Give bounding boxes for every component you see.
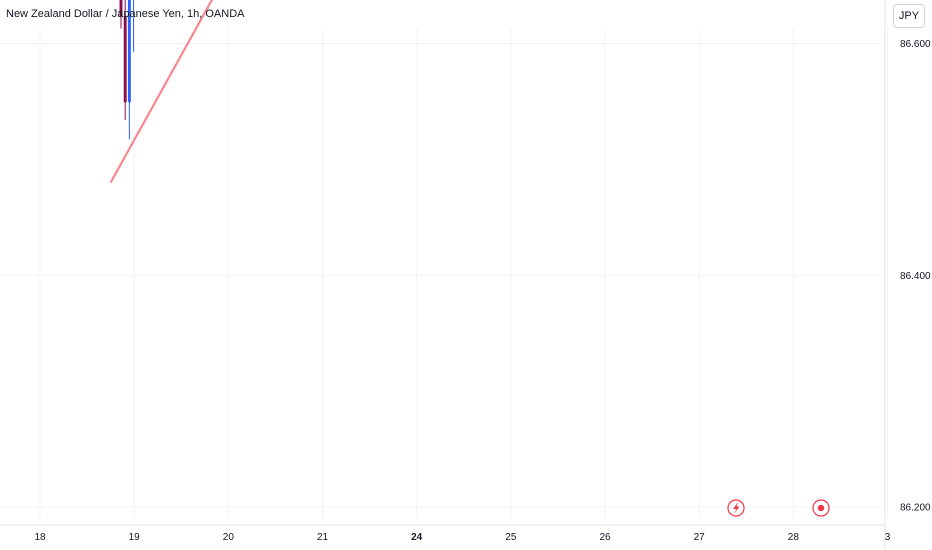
candle-body bbox=[127, 0, 131, 103]
lightning-icon[interactable] bbox=[727, 499, 745, 517]
x-tick-label: 26 bbox=[599, 532, 611, 543]
trendline[interactable] bbox=[109, 0, 932, 184]
candles bbox=[119, 0, 135, 140]
candle-body bbox=[123, 16, 127, 103]
trendline-group[interactable] bbox=[109, 0, 932, 184]
x-tick-label: 25 bbox=[505, 532, 517, 543]
x-tick-label: 3 bbox=[885, 532, 891, 543]
chart-title: New Zealand Dollar / Japanese Yen, 1h, O… bbox=[6, 8, 245, 20]
candle-body bbox=[119, 0, 123, 17]
x-tick-label: 28 bbox=[788, 532, 800, 543]
y-tick-label: 86.200 bbox=[900, 503, 931, 514]
x-tick-label: 21 bbox=[317, 532, 329, 543]
x-tick-label: 19 bbox=[129, 532, 141, 543]
currency-button[interactable]: JPY bbox=[893, 4, 925, 28]
grid bbox=[0, 28, 889, 518]
record-icon[interactable] bbox=[812, 499, 830, 517]
x-tick-label: 27 bbox=[694, 532, 706, 543]
y-tick-label: 86.400 bbox=[900, 271, 931, 282]
bottom-icons[interactable] bbox=[727, 499, 830, 517]
x-tick-label: 18 bbox=[34, 532, 46, 543]
y-tick-label: 86.600 bbox=[900, 39, 931, 50]
x-tick-label: 24 bbox=[411, 532, 423, 543]
x-tick-label: 20 bbox=[223, 532, 235, 543]
